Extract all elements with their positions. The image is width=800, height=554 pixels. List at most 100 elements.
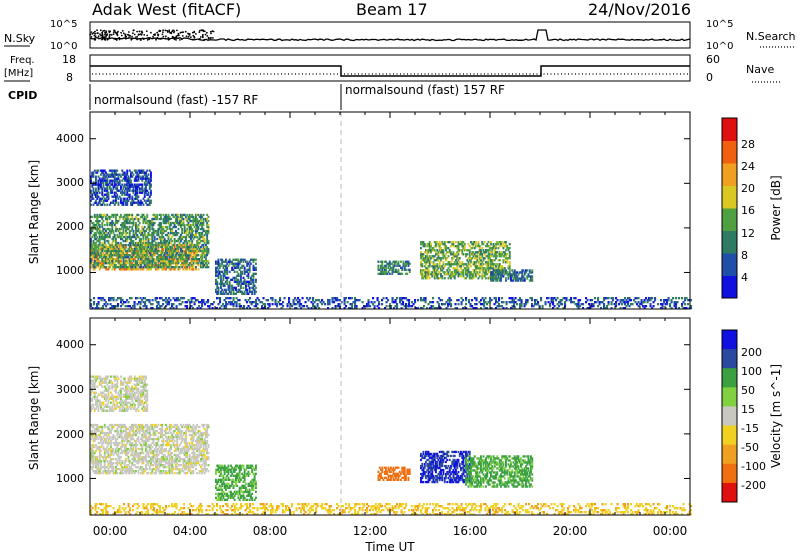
power-cell [217, 258, 220, 261]
power-cell [544, 301, 547, 304]
power-cell [147, 252, 150, 255]
power-cell [465, 249, 467, 252]
power-cell [115, 248, 117, 251]
power-cell [327, 301, 330, 304]
power-cell [177, 213, 180, 217]
power-cell [117, 219, 120, 223]
power-cell [191, 249, 194, 253]
power-cell [443, 265, 446, 268]
power-cell [177, 260, 180, 263]
power-cell [337, 303, 340, 306]
power-cell [165, 213, 167, 217]
power-cell [564, 301, 567, 304]
power-cell [510, 301, 513, 304]
power-cell [142, 258, 145, 261]
power-cell [250, 282, 252, 285]
power-cell [490, 241, 492, 244]
power-cell [187, 250, 190, 253]
power-cell [607, 303, 610, 306]
power-cell [425, 251, 427, 254]
power-cell [152, 217, 155, 221]
power-cell [230, 284, 232, 287]
power-cell [247, 276, 250, 279]
power-cell [440, 267, 442, 270]
power-cell [496, 301, 499, 304]
power-cell [513, 303, 516, 306]
power-cell [140, 266, 142, 269]
power-cell [233, 276, 236, 279]
power-cell [115, 237, 117, 241]
power-cell [163, 241, 166, 245]
nsky-point [193, 30, 196, 33]
power-cell [498, 267, 501, 270]
power-cell [468, 249, 471, 252]
power-cell [102, 307, 105, 310]
power-cell [155, 247, 157, 251]
power-cell [125, 252, 127, 255]
power-cell [328, 299, 331, 302]
power-cell [495, 251, 497, 254]
power-cell [451, 253, 454, 256]
nsky-point [109, 30, 112, 33]
power-cell [249, 307, 252, 310]
power-cell [127, 179, 130, 182]
power-cell [511, 297, 514, 300]
power-cell [399, 297, 402, 300]
power-cell [233, 270, 236, 273]
date-title: 24/Nov/2016 [588, 0, 691, 19]
power-cell [100, 203, 102, 206]
power-cell [135, 201, 137, 204]
power-cell [108, 235, 111, 239]
power-cell [183, 229, 186, 233]
power-cell [172, 268, 175, 271]
power-cell [470, 257, 472, 260]
power-cell [136, 268, 139, 271]
nsky-point [179, 39, 181, 41]
power-cell [176, 215, 179, 219]
power-cell [684, 303, 687, 306]
power-cell [125, 201, 127, 204]
power-cell [480, 251, 482, 254]
power-cell [552, 299, 555, 302]
power-cell [322, 301, 325, 304]
power-cell [188, 266, 191, 269]
nsky-point [161, 37, 164, 40]
power-cell [288, 299, 291, 302]
power-cell [183, 262, 186, 265]
power-cell [137, 227, 140, 231]
power-cell [142, 175, 145, 178]
power-cell [165, 268, 167, 271]
power-cell [235, 292, 237, 295]
power-cell [460, 275, 462, 278]
power-cell [649, 297, 652, 300]
power-cell [478, 249, 481, 252]
power-cell [162, 231, 165, 235]
power-cell [552, 297, 555, 300]
power-cell [102, 254, 105, 257]
power-cell [523, 303, 526, 306]
power-cell [157, 231, 160, 235]
power-cell [491, 275, 494, 278]
power-cell [158, 225, 161, 229]
power-cell [157, 254, 160, 257]
power-cell [487, 255, 490, 258]
power-cell [143, 195, 146, 198]
power-cell [137, 252, 140, 255]
power-cell [115, 241, 117, 245]
power-cell [420, 265, 422, 268]
power-cell [453, 255, 456, 258]
power-cell [100, 254, 102, 257]
power-cell [136, 191, 139, 194]
power-cell [102, 171, 105, 174]
power-cell [437, 251, 440, 254]
power-cell [476, 265, 479, 268]
power-cell [100, 248, 102, 251]
power-cell [141, 243, 144, 247]
power-cell [127, 221, 130, 225]
power-cell [178, 254, 181, 257]
power-cell [186, 245, 189, 249]
power-cell [525, 303, 528, 306]
power-cell [488, 247, 491, 250]
power-cell [438, 249, 441, 252]
power-cell [431, 275, 434, 278]
